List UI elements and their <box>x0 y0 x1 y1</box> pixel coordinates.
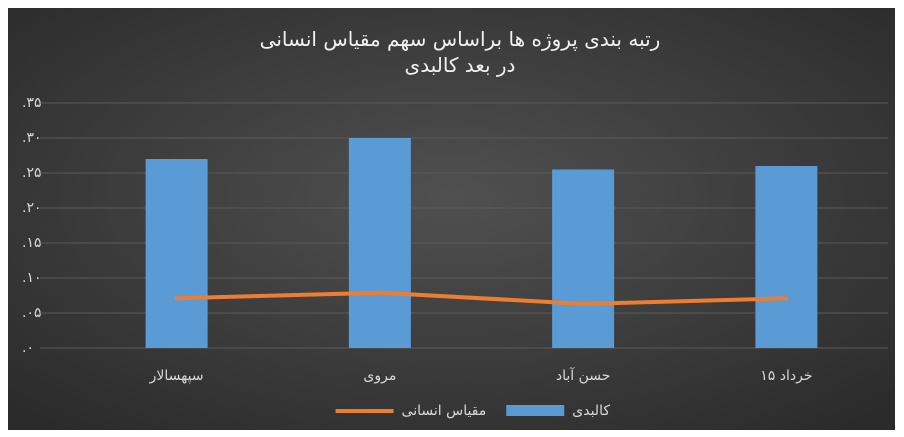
bar <box>348 138 411 348</box>
legend-label: کالبدی <box>572 403 610 419</box>
bar <box>755 166 818 348</box>
x-tick-label: حسن آباد <box>556 367 611 384</box>
y-tick-label: .۱۰ <box>22 270 42 286</box>
legend-swatch <box>506 405 565 416</box>
legend-label: مقیاس انسانی <box>402 403 487 419</box>
y-tick-label: .۳۵ <box>22 95 42 111</box>
x-tick-label: مروی <box>363 368 396 384</box>
y-tick-label: .۱۵ <box>22 235 42 251</box>
x-tick-label: سپهسالار <box>149 368 204 384</box>
y-tick-label: .۲۵ <box>22 165 42 181</box>
y-tick-label: .۰ <box>22 340 34 356</box>
bar <box>552 169 615 348</box>
line <box>174 290 789 306</box>
bar <box>145 159 208 348</box>
chart-title: رتبه بندی پروژه ها براساس سهم مقیاس انسا… <box>259 27 661 77</box>
y-tick-label: .۳۰ <box>22 130 42 146</box>
y-tick-label: .۲۰ <box>22 200 42 216</box>
y-tick-label: .۰۵ <box>22 305 42 321</box>
x-tick-label: ۱۵ خرداد <box>760 368 812 384</box>
